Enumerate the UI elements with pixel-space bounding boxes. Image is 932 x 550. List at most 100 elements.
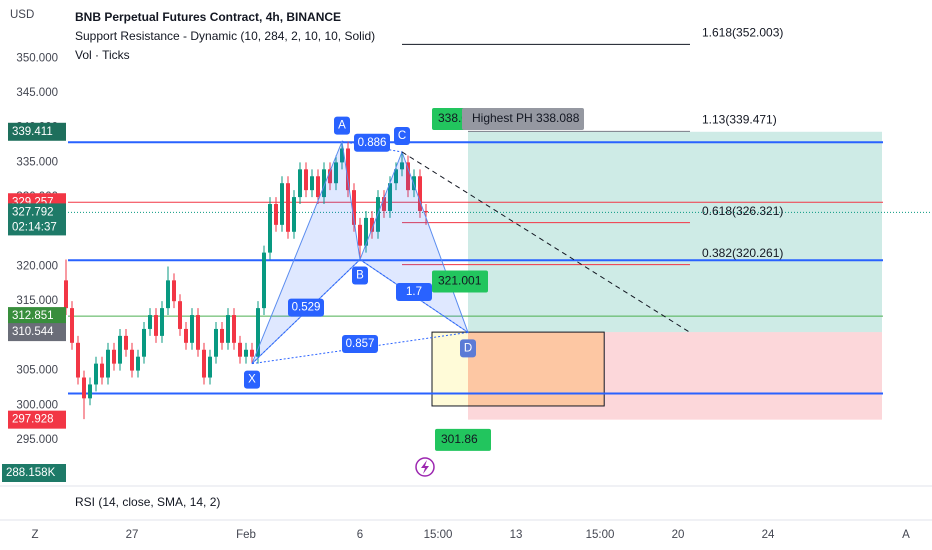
candle-body bbox=[304, 169, 308, 191]
price-badge bbox=[8, 307, 66, 326]
box bbox=[431, 331, 605, 407]
x-tick-label: 15:00 bbox=[424, 529, 453, 541]
candle-body bbox=[214, 328, 218, 357]
candle-body bbox=[406, 162, 410, 191]
candle-body bbox=[328, 169, 332, 184]
ratio-bg bbox=[396, 282, 432, 301]
price-badge bbox=[8, 122, 66, 141]
fib-label: 0.618(326.321) bbox=[702, 204, 783, 218]
candle-body bbox=[322, 169, 326, 198]
candle-body bbox=[352, 190, 356, 225]
candle-body bbox=[424, 210, 428, 213]
ratio-label: 0.529 bbox=[292, 302, 321, 314]
x-tick-label: 6 bbox=[357, 529, 363, 541]
lower-pane-title: RSI (14, close, SMA, 14, 2) bbox=[75, 495, 220, 509]
price-badge bbox=[8, 410, 66, 429]
alert-bolt bbox=[421, 460, 429, 474]
x-tick-label: 15:00 bbox=[586, 529, 615, 541]
y-tick-label: 305.000 bbox=[16, 365, 58, 377]
candle-body bbox=[196, 315, 200, 350]
candle-body bbox=[112, 349, 116, 364]
ratio-bg bbox=[354, 133, 390, 152]
candle-body bbox=[220, 328, 224, 343]
price-badge-label: 339.411 bbox=[12, 126, 53, 138]
point-label-bg bbox=[244, 370, 260, 389]
plot: 1.618(352.003) 1.13(339.471) 0.618(326.321… bbox=[64, 26, 932, 451]
candle-body bbox=[400, 162, 404, 170]
candle-body bbox=[340, 148, 344, 163]
candle-body bbox=[208, 356, 212, 378]
projection bbox=[401, 151, 691, 333]
candle-body bbox=[364, 217, 368, 246]
price-badge-label: 310.544 bbox=[12, 326, 54, 338]
candle-body bbox=[280, 183, 284, 225]
candle-body bbox=[124, 335, 128, 350]
candle-body bbox=[70, 308, 74, 343]
candle-body bbox=[106, 349, 110, 378]
tag-label: 301.86 bbox=[441, 432, 478, 446]
candle-body bbox=[388, 183, 392, 211]
candle-body bbox=[100, 363, 104, 378]
y-tick-label: 315.000 bbox=[16, 295, 58, 307]
indicator: Vol · Ticks bbox=[75, 48, 130, 62]
point-label-bg bbox=[394, 126, 410, 145]
x-tick-label: 27 bbox=[126, 529, 139, 541]
ratio-label: 0.857 bbox=[346, 338, 375, 350]
stop-zone bbox=[468, 332, 882, 420]
corner-button[interactable]: Z bbox=[31, 529, 38, 541]
tag-label: Highest PH 338.088 bbox=[472, 111, 580, 125]
candle-body bbox=[94, 363, 98, 385]
point-label: X bbox=[248, 374, 256, 386]
candle-body bbox=[334, 162, 338, 184]
x-tick-label: 13 bbox=[510, 529, 523, 541]
candle-body bbox=[238, 342, 242, 357]
candle-body bbox=[370, 217, 374, 232]
chart-title: BNB Perpetual Futures Contract, 4h, BINA… bbox=[75, 10, 341, 24]
point-label: D bbox=[464, 342, 472, 354]
candle-body bbox=[154, 315, 158, 336]
countdown: 02:14:37 bbox=[12, 221, 57, 233]
candle-body bbox=[148, 315, 152, 329]
price-badge bbox=[8, 323, 66, 342]
candle-body bbox=[130, 349, 134, 371]
candle-body bbox=[256, 308, 260, 357]
candle-body bbox=[358, 224, 362, 246]
y-tick-label: 350.000 bbox=[16, 52, 58, 64]
pattern-dotted bbox=[251, 259, 361, 364]
alert-icon[interactable] bbox=[415, 457, 435, 477]
candle-body bbox=[76, 342, 80, 378]
candle-body bbox=[88, 384, 92, 399]
candle-body bbox=[190, 315, 194, 343]
ratio-bg bbox=[288, 298, 324, 317]
candle-body bbox=[262, 252, 266, 309]
y-tick-label: 345.000 bbox=[16, 87, 58, 99]
corner-button[interactable]: A bbox=[902, 529, 910, 541]
y-tick-label: 320.000 bbox=[16, 261, 58, 273]
target-zone bbox=[468, 131, 882, 333]
point-label: A bbox=[338, 120, 346, 132]
tag-bg bbox=[462, 107, 584, 130]
volume-badge-label: 288.158K bbox=[6, 467, 56, 479]
candle-body bbox=[142, 328, 146, 357]
candle-body bbox=[232, 315, 236, 343]
candle-body bbox=[412, 176, 416, 191]
candle-body bbox=[184, 328, 188, 343]
point-label: B bbox=[356, 270, 364, 282]
volume-badge bbox=[2, 464, 66, 482]
point-label-bg bbox=[460, 339, 476, 358]
candle-body bbox=[244, 349, 248, 357]
candle-body bbox=[136, 356, 140, 371]
currency: USD bbox=[10, 9, 34, 21]
candle-body bbox=[226, 315, 230, 343]
tag-label: 321.001 bbox=[438, 274, 482, 288]
fib-label: 1.13(339.471) bbox=[702, 113, 777, 127]
price-badge-label: 327.792 bbox=[12, 206, 54, 218]
candle-body bbox=[292, 197, 296, 232]
ratio-bg bbox=[342, 335, 378, 354]
price-badge-label: 312.851 bbox=[12, 310, 54, 322]
candle-body bbox=[346, 148, 350, 191]
candle-body bbox=[118, 335, 122, 364]
point-label-bg bbox=[334, 116, 350, 135]
tag-bg bbox=[432, 270, 488, 293]
